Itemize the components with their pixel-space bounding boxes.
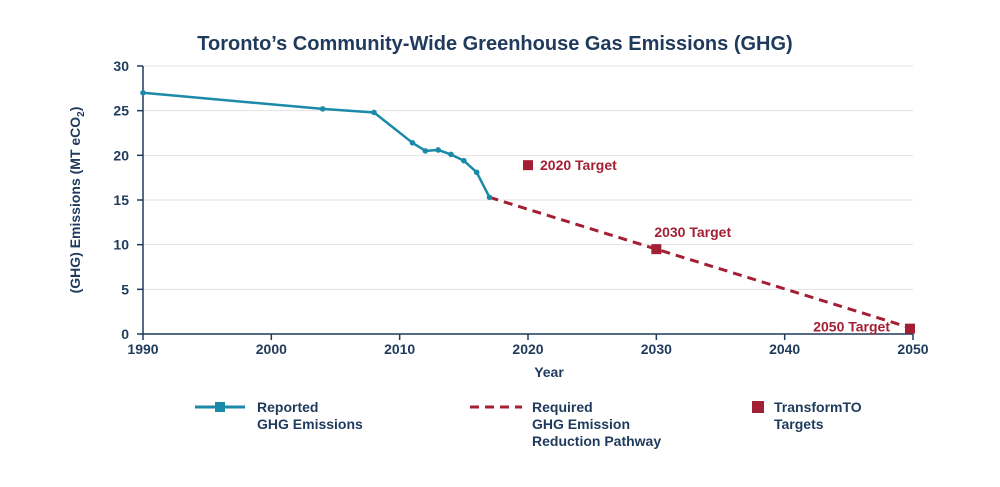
reported-point — [473, 169, 480, 176]
axes — [137, 65, 914, 340]
y-tick-label: 0 — [121, 326, 129, 342]
legend-label: TransformTO — [774, 399, 862, 415]
x-tick-label: 2020 — [512, 341, 543, 357]
reported-point — [486, 194, 493, 201]
reported-point — [448, 151, 454, 158]
y-tick-label: 10 — [113, 237, 129, 253]
target-label: 2050 Target — [813, 319, 890, 335]
y-tick-label: 15 — [113, 192, 129, 208]
x-tick-label: 2000 — [256, 341, 287, 357]
legend-marker-reported — [215, 402, 225, 412]
reported-point — [371, 109, 377, 116]
gridlines — [143, 65, 913, 290]
legend-label: Reduction Pathway — [532, 433, 661, 449]
y-tick-labels: 0 5 10 15 20 25 30 — [113, 58, 129, 342]
x-tick-labels: 1990 2000 2010 2020 2030 2040 2050 — [127, 341, 928, 357]
target-point — [523, 160, 533, 171]
y-axis-label: (GHG) Emissions (MT eCO2) — [67, 107, 87, 294]
reported-point — [140, 90, 146, 96]
target-point — [651, 244, 662, 255]
series-layer: 2020 Target 2030 Target 2050 Target — [140, 90, 915, 335]
reported-point — [319, 106, 326, 112]
x-tick-label: 1990 — [127, 341, 158, 357]
y-tick-label: 30 — [113, 58, 129, 74]
x-tick-label: 2010 — [384, 341, 415, 357]
legend-label: Targets — [774, 416, 824, 432]
reported-point — [422, 148, 429, 154]
x-tick-label: 2050 — [897, 341, 928, 357]
y-tick-label: 25 — [113, 103, 129, 119]
target-label: 2020 Target — [540, 157, 617, 173]
legend-label: GHG Emission — [532, 416, 630, 432]
target-point — [905, 323, 915, 334]
legend-label: Reported — [257, 399, 318, 415]
reported-line — [142, 91, 491, 198]
x-tick-label: 2030 — [641, 341, 672, 357]
reported-point — [461, 157, 467, 164]
legend-marker-targets — [752, 401, 764, 413]
y-tick-label: 5 — [121, 281, 129, 297]
target-label: 2030 Target — [654, 224, 731, 240]
x-axis-label: Year — [534, 364, 564, 380]
chart-title: Toronto’s Community-Wide Greenhouse Gas … — [197, 33, 792, 55]
y-tick-label: 20 — [113, 147, 129, 163]
reported-point — [409, 140, 416, 146]
reported-point — [435, 147, 441, 153]
legend-label: Required — [532, 399, 593, 415]
pathway-line — [489, 195, 914, 331]
legend-label: GHG Emissions — [257, 416, 363, 432]
x-tick-label: 2040 — [769, 341, 800, 357]
